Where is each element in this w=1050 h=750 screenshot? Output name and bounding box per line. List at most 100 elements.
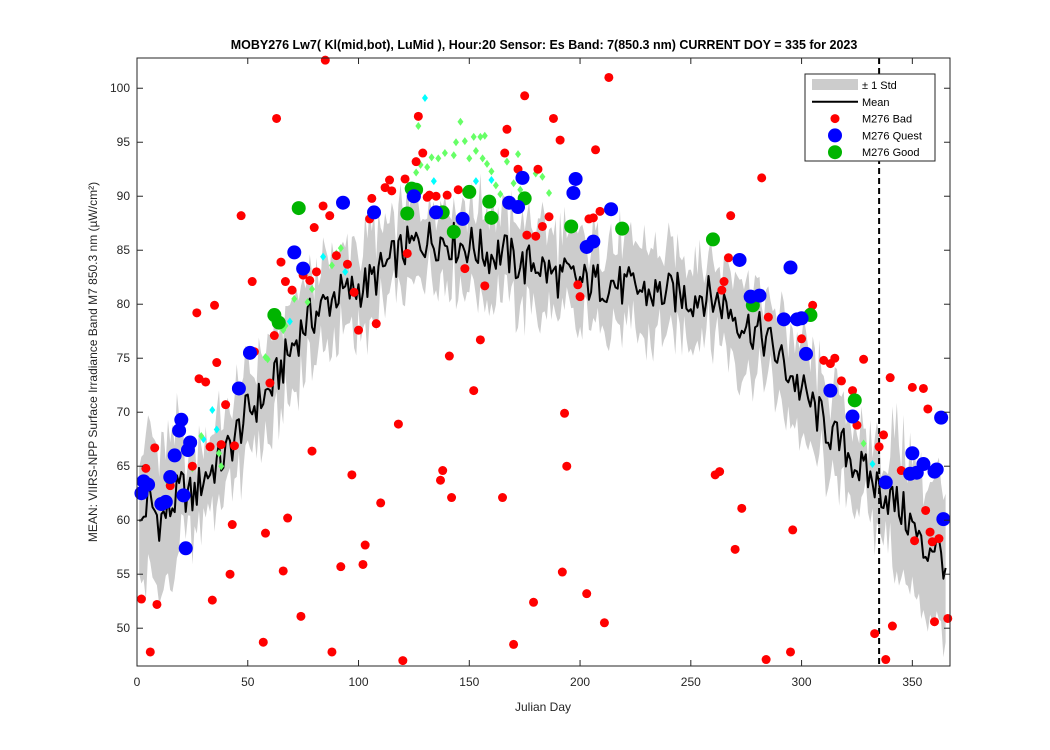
bad-point bbox=[393, 419, 403, 429]
bad-point bbox=[435, 475, 445, 485]
good-light-point bbox=[309, 285, 316, 294]
y-tick-label: 75 bbox=[117, 351, 131, 365]
quest-point bbox=[568, 171, 583, 186]
quest-point bbox=[799, 346, 814, 361]
good-light-point bbox=[492, 181, 499, 190]
good-light-point bbox=[291, 294, 298, 303]
bad-point bbox=[719, 277, 729, 287]
good-point bbox=[564, 219, 579, 234]
bad-point bbox=[380, 183, 390, 193]
bad-point bbox=[442, 190, 452, 200]
bad-point bbox=[400, 174, 410, 184]
bad-point bbox=[520, 91, 530, 101]
good-point bbox=[271, 315, 286, 330]
legend-label: Mean bbox=[862, 97, 890, 109]
bad-point bbox=[498, 493, 508, 503]
bad-point bbox=[136, 594, 146, 604]
quest-point bbox=[163, 470, 178, 485]
quest-point bbox=[783, 260, 798, 275]
mean-line bbox=[138, 221, 947, 580]
good-light-point bbox=[264, 355, 271, 364]
quest-point bbox=[604, 202, 619, 217]
bad-point bbox=[305, 275, 315, 285]
bad-point bbox=[560, 408, 570, 418]
x-tick-label: 50 bbox=[241, 675, 255, 689]
bad-point bbox=[557, 567, 567, 577]
quest-point bbox=[905, 446, 920, 461]
good-light-point bbox=[497, 190, 504, 199]
bad-point bbox=[150, 443, 160, 453]
bad-point bbox=[187, 461, 197, 471]
bad-point bbox=[757, 173, 767, 183]
quest-point bbox=[566, 185, 581, 200]
bad-point bbox=[453, 185, 463, 195]
quest-point bbox=[367, 205, 382, 220]
bad-point bbox=[943, 613, 953, 623]
mean-line-layer bbox=[138, 221, 947, 580]
quest-point bbox=[934, 410, 949, 425]
bad-point bbox=[385, 175, 395, 185]
bad-point bbox=[887, 621, 897, 631]
bad-point bbox=[544, 212, 554, 222]
quest-point bbox=[823, 383, 838, 398]
quest-point bbox=[167, 448, 182, 463]
bad-point bbox=[287, 285, 297, 295]
bad-point bbox=[402, 248, 412, 258]
bad-point bbox=[418, 148, 428, 158]
good-light-point bbox=[860, 439, 867, 448]
x-tick-label: 250 bbox=[681, 675, 701, 689]
good-point bbox=[847, 393, 862, 408]
quest-point bbox=[287, 245, 302, 260]
bad-point bbox=[331, 251, 341, 261]
legend-label: M276 Good bbox=[862, 147, 919, 159]
bad-point bbox=[221, 400, 231, 410]
quest-point bbox=[296, 261, 311, 276]
bad-point bbox=[236, 211, 246, 221]
good-light-point bbox=[428, 153, 435, 162]
quest-point bbox=[586, 234, 601, 249]
bad-point bbox=[555, 135, 565, 145]
bad-point bbox=[376, 498, 386, 508]
bad-point bbox=[227, 520, 237, 530]
good-light-point bbox=[472, 146, 479, 155]
bad-point bbox=[533, 164, 543, 174]
good-light-point bbox=[413, 168, 420, 177]
bad-point bbox=[910, 536, 920, 546]
bad-point bbox=[819, 355, 829, 365]
bad-point bbox=[537, 221, 547, 231]
quest-point bbox=[936, 512, 951, 527]
good-light-point bbox=[441, 149, 448, 158]
bad-point bbox=[836, 376, 846, 386]
bad-point bbox=[438, 466, 448, 476]
quest-point bbox=[845, 409, 860, 424]
bad-point bbox=[318, 201, 328, 211]
bad-point bbox=[582, 589, 592, 599]
bad-point bbox=[280, 277, 290, 287]
good-light-point bbox=[515, 150, 522, 159]
chart-title: MOBY276 Lw7( Kl(mid,bot), LuMid ), Hour:… bbox=[231, 38, 858, 52]
bad-point bbox=[715, 467, 725, 477]
bad-point bbox=[786, 647, 796, 657]
quest-point bbox=[174, 412, 189, 427]
data-points-layer bbox=[134, 55, 953, 666]
legend-label: ± 1 Std bbox=[862, 80, 897, 92]
bad-point bbox=[848, 386, 858, 396]
bad-point bbox=[763, 312, 773, 322]
good-light-point bbox=[415, 122, 422, 131]
quest-point bbox=[336, 195, 351, 210]
x-tick-label: 350 bbox=[902, 675, 922, 689]
good-light-point bbox=[479, 154, 486, 163]
bad-point bbox=[411, 157, 421, 167]
x-tick-label: 200 bbox=[570, 675, 590, 689]
good-light-point bbox=[510, 179, 517, 188]
bad-point bbox=[424, 190, 434, 200]
bad-point bbox=[207, 595, 217, 605]
bad-point bbox=[531, 231, 541, 241]
bad-point bbox=[269, 331, 279, 341]
quest-light-point bbox=[286, 317, 293, 326]
y-tick-label: 85 bbox=[117, 243, 131, 257]
quest-point bbox=[732, 252, 747, 267]
good-light-point bbox=[198, 431, 205, 440]
quest-point bbox=[141, 477, 156, 492]
quest-light-point bbox=[869, 460, 876, 469]
